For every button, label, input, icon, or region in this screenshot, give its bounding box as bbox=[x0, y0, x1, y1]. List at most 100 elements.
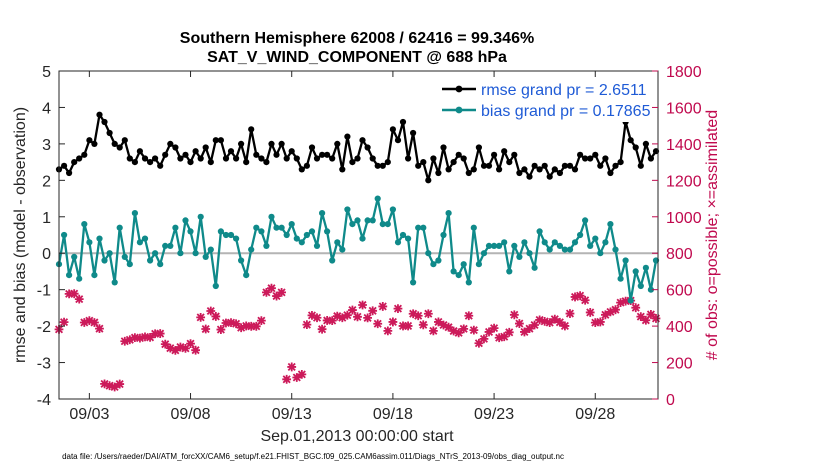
bias-point bbox=[460, 261, 467, 268]
obs-marker-glyph bbox=[322, 316, 332, 325]
rmse-point bbox=[597, 162, 604, 169]
obs-marker-glyph bbox=[297, 370, 307, 379]
rmse-point bbox=[354, 155, 361, 162]
legend-box bbox=[436, 77, 652, 122]
obs-marker-glyph bbox=[312, 313, 322, 323]
obs-marker bbox=[79, 318, 89, 327]
obs-marker-glyph bbox=[550, 314, 560, 324]
obs-marker-glyph bbox=[636, 312, 646, 322]
obs-marker bbox=[307, 310, 317, 320]
obs-marker-glyph bbox=[332, 311, 342, 321]
obs-marker bbox=[348, 305, 357, 315]
legend-rmse-marker bbox=[455, 85, 463, 93]
obs-marker bbox=[590, 318, 600, 328]
obs-marker-glyph bbox=[499, 332, 509, 342]
rmse-point bbox=[399, 118, 407, 126]
bias-point bbox=[399, 231, 407, 239]
obs-marker bbox=[140, 332, 150, 342]
y-right-tick-label: 1000 bbox=[666, 210, 702, 227]
bias-point bbox=[162, 242, 169, 249]
bias-point bbox=[642, 264, 650, 271]
bias-point bbox=[465, 279, 472, 286]
rmse-point bbox=[460, 155, 467, 162]
obs-marker-glyph bbox=[595, 317, 605, 327]
obs-marker-glyph bbox=[206, 306, 216, 316]
bias-point bbox=[273, 224, 280, 231]
rmse-point bbox=[157, 162, 164, 169]
y-right-tick-label: 1600 bbox=[666, 100, 702, 117]
bias-point bbox=[546, 246, 553, 253]
bias-point bbox=[66, 272, 73, 279]
y-tick-label: 3 bbox=[42, 137, 51, 154]
bias-point bbox=[622, 257, 629, 264]
obs-marker-glyph bbox=[84, 316, 94, 326]
bias-point bbox=[440, 231, 447, 239]
obs-marker-glyph bbox=[378, 302, 388, 311]
bias-point bbox=[587, 242, 594, 249]
rmse-point bbox=[546, 173, 553, 180]
rmse-point bbox=[410, 129, 417, 137]
rmse-point bbox=[450, 159, 457, 166]
obs-marker bbox=[95, 324, 104, 334]
bias-point bbox=[647, 286, 655, 293]
obs-marker bbox=[428, 326, 438, 336]
rmse-point bbox=[248, 126, 255, 133]
obs-marker bbox=[444, 322, 453, 332]
obs-marker bbox=[393, 304, 403, 314]
bias-point bbox=[192, 250, 199, 257]
obs-marker bbox=[474, 338, 484, 348]
x-tick-label: 09/28 bbox=[575, 406, 615, 423]
rmse-point bbox=[172, 144, 179, 151]
obs-marker bbox=[135, 333, 145, 343]
rmse-point bbox=[263, 159, 270, 166]
y-right-tick-label: 0 bbox=[666, 392, 675, 409]
obs-marker bbox=[64, 289, 74, 299]
obs-marker-glyph bbox=[570, 292, 580, 302]
obs-marker-glyph bbox=[59, 317, 69, 327]
obs-marker-glyph bbox=[545, 318, 555, 328]
obs-marker bbox=[631, 303, 641, 313]
obs-marker bbox=[317, 324, 327, 334]
bias-point bbox=[582, 217, 589, 224]
rmse-point bbox=[227, 148, 235, 155]
obs-marker bbox=[160, 339, 170, 349]
obs-marker bbox=[621, 296, 631, 306]
rmse-point bbox=[587, 155, 594, 162]
rmse-point bbox=[324, 151, 331, 158]
obs-marker bbox=[69, 289, 79, 299]
rmse-point bbox=[374, 162, 381, 169]
rmse-point bbox=[561, 162, 569, 169]
obs-marker-glyph bbox=[434, 317, 443, 327]
obs-marker bbox=[353, 312, 362, 322]
rmse-point bbox=[202, 144, 209, 151]
obs-marker bbox=[191, 345, 200, 355]
obs-marker bbox=[125, 335, 135, 345]
obs-marker-glyph bbox=[353, 312, 362, 322]
obs-marker bbox=[641, 315, 651, 325]
bias-point bbox=[344, 206, 351, 213]
bias-point bbox=[354, 217, 361, 224]
rmse-point bbox=[470, 166, 477, 173]
bias-point bbox=[561, 246, 569, 253]
y-right-tick-label: 1200 bbox=[666, 173, 702, 190]
bias-point bbox=[157, 261, 164, 268]
bias-point bbox=[86, 239, 93, 246]
bias-point bbox=[526, 250, 533, 257]
bias-point bbox=[319, 210, 326, 217]
obs-marker bbox=[439, 320, 448, 330]
obs-marker-glyph bbox=[125, 335, 135, 345]
bias-point bbox=[96, 235, 103, 242]
rmse-point bbox=[531, 162, 538, 169]
legend-bias-marker bbox=[455, 106, 463, 114]
obs-marker bbox=[489, 323, 499, 333]
rmse-point bbox=[349, 159, 356, 166]
obs-marker-glyph bbox=[575, 291, 585, 301]
obs-marker bbox=[186, 339, 195, 349]
rmse-point bbox=[334, 140, 341, 147]
rmse-point bbox=[61, 162, 68, 169]
bias-point bbox=[339, 246, 346, 253]
obs-marker bbox=[342, 310, 352, 320]
obs-marker bbox=[120, 336, 130, 346]
obs-marker bbox=[413, 311, 423, 321]
bias-point bbox=[222, 231, 230, 239]
